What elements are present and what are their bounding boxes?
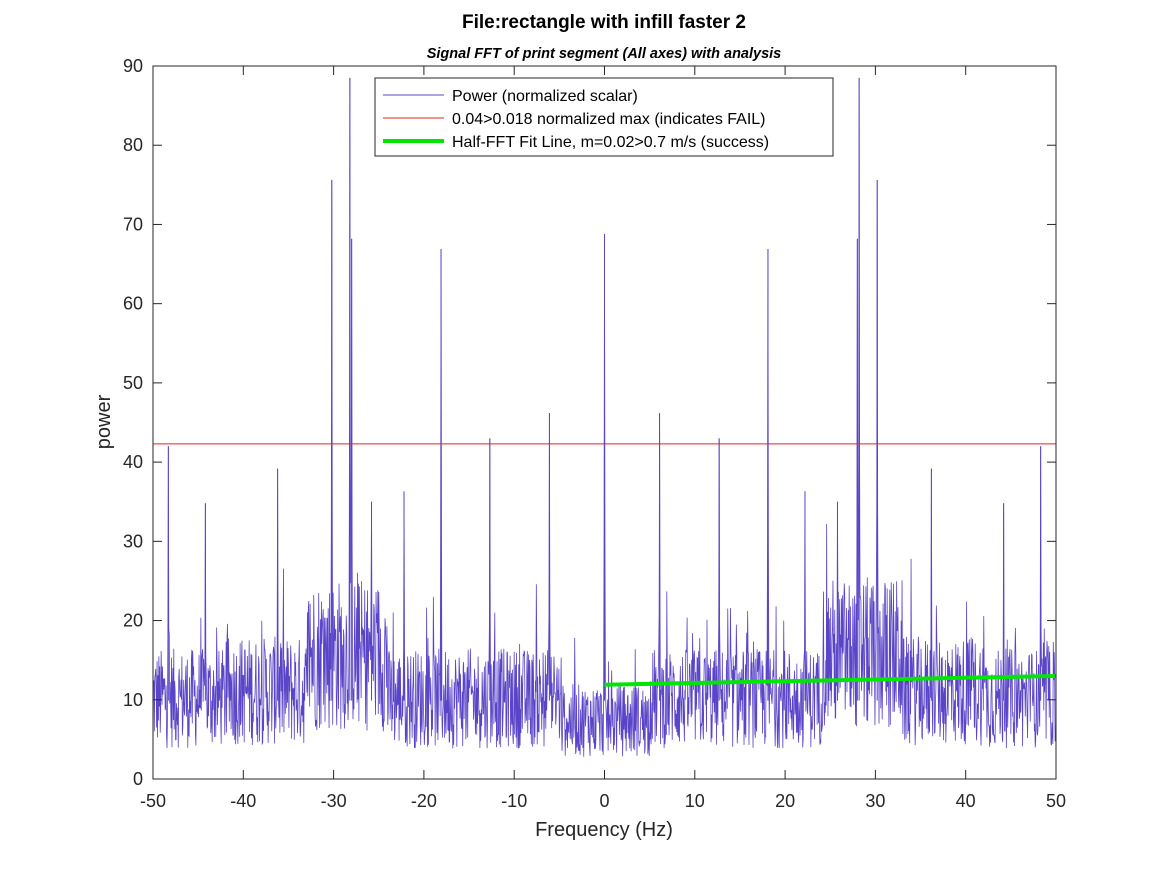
legend: Power (normalized scalar) 0.04>0.018 nor… xyxy=(374,77,834,157)
y-tick-label: 30 xyxy=(123,531,143,551)
x-tick-label: 20 xyxy=(775,791,795,811)
chart-subtitle: Signal FFT of print segment (All axes) w… xyxy=(427,46,782,62)
legend-label-threshold: 0.04>0.018 normalized max (indicates FAI… xyxy=(452,111,766,128)
series-power-peaks xyxy=(167,77,1042,701)
y-tick-label: 40 xyxy=(123,452,143,472)
series-fit-line xyxy=(604,674,1056,687)
x-axis-label: Frequency (Hz) xyxy=(535,819,673,841)
y-tick-label: 60 xyxy=(123,294,143,314)
x-tick-label: 10 xyxy=(685,791,705,811)
legend-label-power: Power (normalized scalar) xyxy=(452,88,638,105)
x-tick-label: 40 xyxy=(956,791,976,811)
x-axis: -50 -40 -30 -20 -10 0 10 20 30 40 50 xyxy=(140,66,1066,811)
y-tick-label: 0 xyxy=(133,769,143,789)
legend-box xyxy=(374,77,834,157)
y-tick-label: 70 xyxy=(123,214,143,234)
y-tick-label: 80 xyxy=(123,135,143,155)
legend-label-fit: Half-FFT Fit Line, m=0.02>0.7 m/s (succe… xyxy=(452,134,769,151)
x-tick-label: 50 xyxy=(1046,791,1066,811)
y-axis-label: power xyxy=(93,394,115,449)
x-tick-label: 0 xyxy=(599,791,609,811)
x-tick-label: -30 xyxy=(321,791,347,811)
x-tick-label: -20 xyxy=(411,791,437,811)
x-tick-label: -50 xyxy=(140,791,166,811)
y-tick-label: 50 xyxy=(123,373,143,393)
x-tick-label: -10 xyxy=(501,791,527,811)
y-tick-label: 20 xyxy=(123,611,143,631)
x-tick-label: 30 xyxy=(865,791,885,811)
y-tick-label: 10 xyxy=(123,690,143,710)
x-tick-label: -40 xyxy=(230,791,256,811)
chart-title: File:rectangle with infill faster 2 xyxy=(462,12,746,33)
y-tick-label: 90 xyxy=(123,56,143,76)
y-axis: 0 10 20 30 40 50 60 70 80 90 xyxy=(123,56,1056,789)
